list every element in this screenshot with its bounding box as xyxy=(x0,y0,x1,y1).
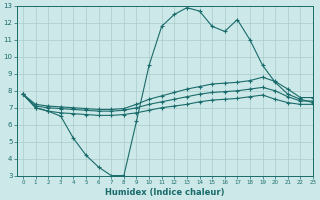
X-axis label: Humidex (Indice chaleur): Humidex (Indice chaleur) xyxy=(105,188,225,197)
